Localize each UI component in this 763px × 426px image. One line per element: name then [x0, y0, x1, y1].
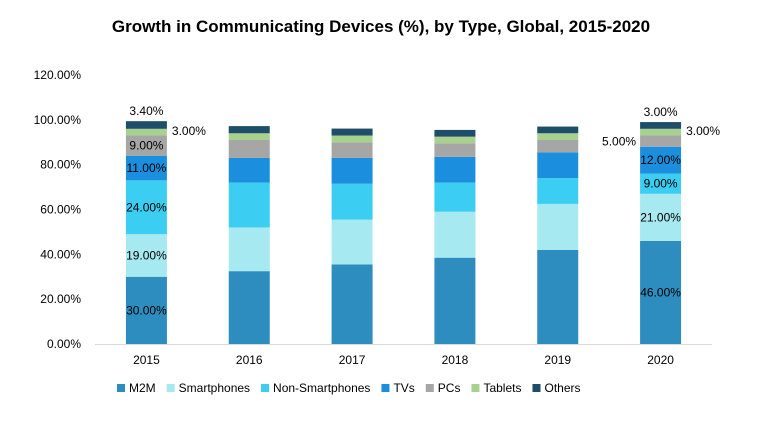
bar-segment-m2m: [434, 257, 476, 344]
legend-swatch: [425, 384, 434, 392]
data-label: 3.00%: [686, 124, 720, 138]
data-label: 5.00%: [602, 135, 636, 149]
bar-segment-others: [537, 126, 579, 134]
legend-label: PCs: [438, 381, 461, 395]
bar-segment-non-smartphones: [537, 178, 579, 204]
legend: M2M Smartphones Non-Smartphones TVs PCs Table…: [117, 381, 581, 395]
bar-segment-m2m: [640, 240, 682, 344]
y-tick-label: 20.00%: [40, 292, 81, 306]
data-labels: 30.00% 19.00% 24.00% 11.00% 9.00% 3.00% 3.40% 4…: [126, 104, 720, 317]
bar-segment-tablets: [331, 135, 373, 143]
bar-segment-tvs: [640, 146, 682, 174]
x-tick-label: 2015: [133, 353, 160, 367]
bar-segment-smartphones: [537, 203, 579, 250]
bar-segment-m2m: [125, 276, 167, 344]
y-tick-label: 120.00%: [34, 68, 82, 82]
bar-segment-non-smartphones: [434, 182, 476, 212]
bar-segment-others: [331, 128, 373, 136]
legend-swatch: [532, 384, 541, 392]
bar-segment-tablets: [228, 133, 270, 141]
bar-segment-non-smartphones: [125, 180, 167, 235]
y-tick-label: 80.00%: [40, 158, 81, 172]
bar-segment-tablets: [125, 128, 167, 136]
data-label: 11.00%: [127, 161, 167, 175]
bars: [125, 121, 682, 344]
bar-segment-non-smartphones: [640, 173, 682, 194]
bar-segment-pcs: [537, 140, 579, 153]
bar-segment-tablets: [434, 136, 476, 144]
legend-swatch: [471, 384, 480, 392]
bar-segment-tvs: [537, 152, 579, 179]
legend-label: TVs: [393, 381, 414, 395]
x-axis: 2015 2016 2017 2018 2019 2020: [95, 344, 712, 367]
data-label: 30.00%: [126, 303, 167, 317]
bar-segment-others: [228, 126, 270, 134]
bar-segment-tablets: [640, 128, 682, 136]
y-tick-label: 0.00%: [47, 337, 81, 351]
bar-segment-tablets: [537, 133, 579, 141]
x-tick-label: 2016: [236, 353, 263, 367]
bar-segment-tvs: [434, 156, 476, 183]
legend-label: M2M: [129, 381, 156, 395]
bar-segment-non-smartphones: [228, 182, 270, 228]
data-label: 21.00%: [640, 210, 681, 224]
bar-segment-non-smartphones: [331, 183, 373, 220]
legend-label: Non-Smartphones: [273, 381, 370, 395]
legend-label: Tablets: [483, 381, 521, 395]
data-label: 3.00%: [644, 105, 678, 119]
bar-segment-pcs: [125, 135, 167, 156]
y-tick-label: 40.00%: [40, 247, 81, 261]
bar-segment-smartphones: [434, 211, 476, 258]
bar-segment-tvs: [228, 157, 270, 183]
legend-label: Others: [544, 381, 580, 395]
data-label: 9.00%: [644, 177, 678, 191]
x-tick-label: 2017: [339, 353, 366, 367]
bar-segment-tvs: [331, 157, 373, 184]
bar-segment-pcs: [640, 135, 682, 147]
bar-segment-pcs: [228, 140, 270, 158]
bar-segment-others: [434, 129, 476, 137]
data-label: 9.00%: [129, 139, 163, 153]
bar-segment-tvs: [125, 155, 167, 181]
legend-swatch: [166, 384, 175, 392]
legend-swatch: [117, 384, 125, 392]
x-tick-label: 2019: [544, 353, 571, 367]
data-label: 3.00%: [172, 124, 206, 138]
bar-segment-m2m: [331, 264, 373, 344]
legend-swatch: [381, 384, 390, 392]
bar-segment-smartphones: [125, 234, 167, 277]
y-tick-label: 100.00%: [34, 113, 82, 127]
bar-segment-m2m: [228, 271, 270, 344]
bar-segment-smartphones: [640, 193, 682, 241]
data-label: 46.00%: [640, 285, 681, 299]
x-tick-label: 2018: [442, 353, 469, 367]
legend-swatch: [261, 384, 270, 392]
data-label: 12.00%: [640, 153, 681, 167]
chart-title: Growth in Communicating Devices (%), by …: [112, 17, 650, 36]
bar-segment-smartphones: [228, 227, 270, 272]
bar-segment-others: [640, 122, 682, 129]
legend-label: Smartphones: [179, 381, 250, 395]
data-label: 3.40%: [129, 104, 163, 118]
bar-segment-others: [125, 121, 167, 129]
bar-segment-m2m: [537, 249, 579, 344]
bar-segment-smartphones: [331, 219, 373, 265]
data-label: 24.00%: [126, 200, 167, 214]
data-label: 19.00%: [126, 248, 167, 262]
y-axis: 0.00% 20.00% 40.00% 60.00% 80.00% 100.00% 120.…: [34, 68, 82, 351]
bar-segment-pcs: [331, 142, 373, 158]
y-tick-label: 60.00%: [40, 203, 81, 217]
bar-segment-pcs: [434, 143, 476, 157]
x-tick-label: 2020: [647, 353, 674, 367]
